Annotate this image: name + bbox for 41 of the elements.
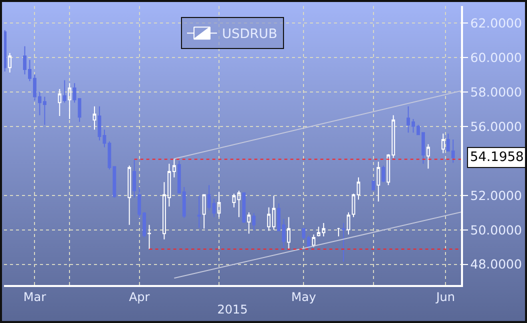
candlestick — [128, 165, 132, 226]
candlestick — [372, 180, 376, 190]
candlestick — [197, 195, 201, 228]
candlestick — [68, 82, 72, 120]
candlestick — [312, 234, 316, 248]
candlestick — [8, 52, 12, 73]
candlestick — [376, 161, 380, 202]
candlestick — [217, 191, 221, 218]
candlestick — [441, 133, 445, 154]
y-tick-label: 58.0000 — [470, 84, 522, 100]
x-tick-label: Jun — [435, 290, 456, 304]
y-tick-label: 48.0000 — [470, 256, 522, 272]
candlestick — [92, 106, 96, 130]
candlestick — [242, 192, 246, 224]
y-tick-label: 62.0000 — [470, 16, 522, 31]
x-tick-label: Mar — [23, 290, 46, 304]
annotation: 54.1958 — [470, 150, 524, 165]
candlestick — [62, 80, 66, 104]
y-tick-label: 56.0000 — [470, 118, 522, 134]
candlestick — [336, 227, 340, 237]
legend-label: USDRUB — [222, 27, 278, 42]
candlestick — [382, 165, 386, 183]
x-axis-title: 2015 — [217, 302, 248, 317]
y-tick-label: 52.0000 — [470, 188, 522, 203]
candlestick — [202, 194, 206, 230]
candlestick — [148, 224, 151, 250]
candlestick — [247, 212, 251, 234]
candlestick — [346, 212, 350, 236]
x-tick-label: Apr — [128, 290, 150, 304]
y-tick-label: 60.0000 — [470, 50, 522, 66]
candlestick — [356, 176, 360, 200]
candlestick — [252, 212, 256, 230]
x-tick-label: May — [291, 290, 316, 304]
candlestick — [287, 216, 290, 250]
candlestick — [132, 159, 136, 198]
candlestick — [58, 88, 62, 117]
y-tick-label: 50.0000 — [470, 222, 522, 238]
candlestick — [342, 222, 346, 262]
candlestick — [352, 193, 356, 218]
candlestick — [4, 30, 7, 72]
candlestick — [426, 144, 430, 170]
